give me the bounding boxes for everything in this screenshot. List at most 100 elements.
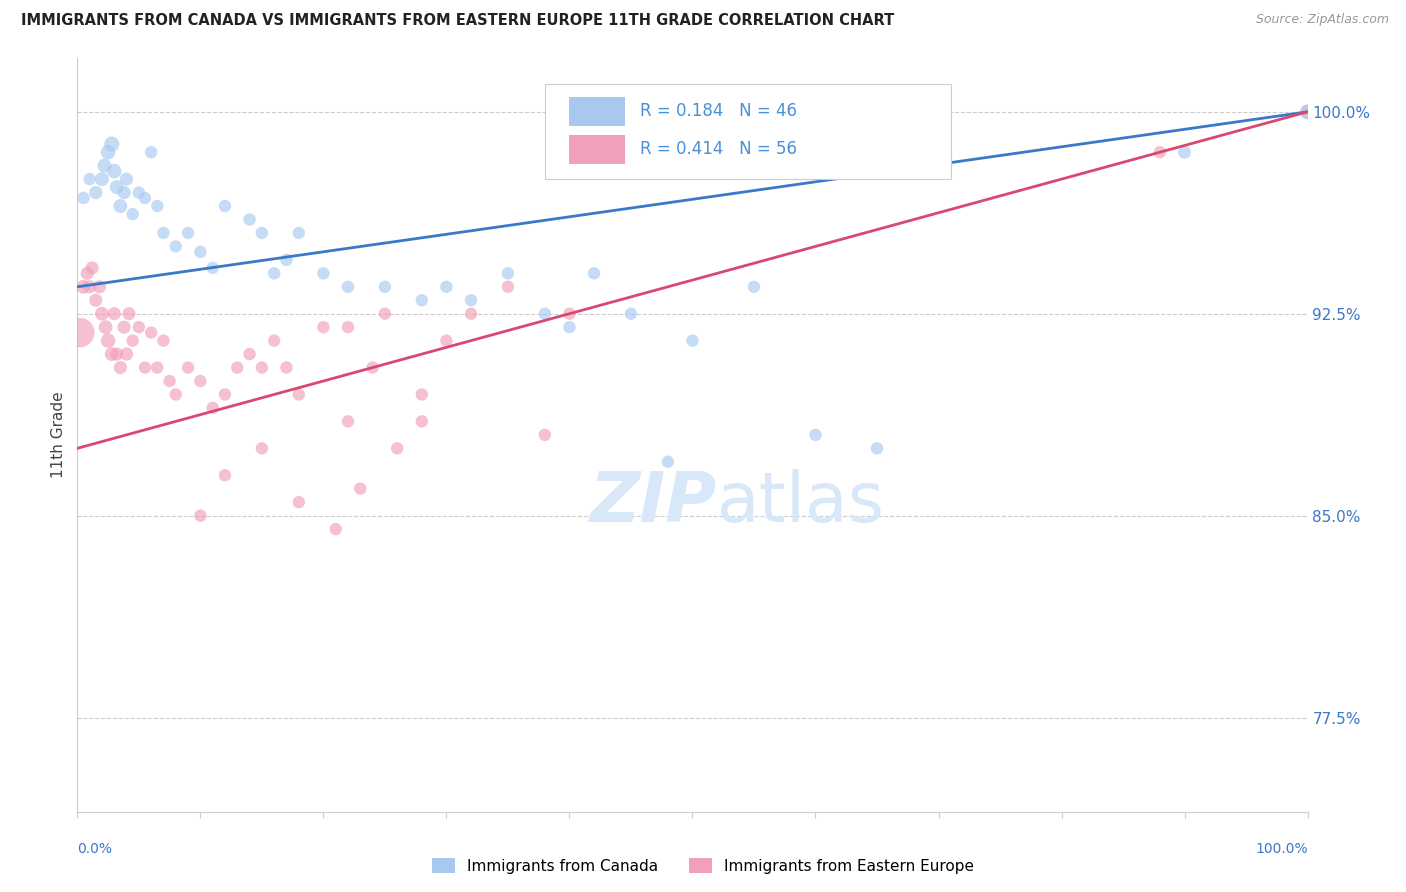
Point: [742, 280, 765, 294]
Point: [250, 442, 273, 456]
Point: [1296, 104, 1319, 119]
FancyBboxPatch shape: [569, 135, 624, 163]
Point: [101, 137, 124, 152]
Point: [165, 239, 187, 253]
Point: [201, 260, 224, 275]
Point: [121, 207, 143, 221]
Text: 0.0%: 0.0%: [77, 842, 112, 856]
Point: [312, 320, 335, 334]
Point: [82, 260, 104, 275]
Point: [214, 468, 236, 483]
Point: [214, 199, 236, 213]
Point: [165, 387, 187, 401]
Point: [1296, 104, 1319, 119]
Point: [97, 145, 120, 160]
Point: [72, 280, 94, 294]
Point: [134, 191, 156, 205]
Point: [110, 199, 132, 213]
Point: [90, 172, 114, 186]
Point: [94, 320, 117, 334]
Point: [79, 280, 101, 294]
Point: [374, 307, 396, 321]
Point: [103, 164, 125, 178]
Point: [105, 347, 128, 361]
Point: [103, 307, 125, 321]
Point: [112, 186, 135, 200]
Point: [190, 508, 212, 523]
Point: [110, 360, 132, 375]
Point: [361, 360, 384, 375]
Point: [263, 266, 285, 280]
Text: atlas: atlas: [717, 468, 884, 536]
Point: [496, 280, 519, 294]
Point: [411, 414, 433, 428]
Point: [288, 226, 311, 240]
Point: [89, 280, 111, 294]
Point: [804, 428, 827, 442]
Point: [1174, 145, 1197, 160]
Point: [436, 280, 458, 294]
Point: [374, 280, 396, 294]
Point: [101, 347, 124, 361]
Point: [312, 266, 335, 280]
Point: [558, 307, 581, 321]
Point: [177, 226, 200, 240]
Point: [583, 266, 606, 280]
Y-axis label: 11th Grade: 11th Grade: [51, 392, 66, 478]
Point: [134, 360, 156, 375]
Point: [190, 244, 212, 259]
FancyBboxPatch shape: [569, 97, 624, 126]
Point: [72, 191, 94, 205]
Point: [558, 320, 581, 334]
Point: [387, 442, 409, 456]
Point: [177, 360, 200, 375]
Text: 100.0%: 100.0%: [1256, 842, 1308, 856]
Point: [337, 320, 360, 334]
Point: [411, 387, 433, 401]
FancyBboxPatch shape: [546, 85, 950, 178]
Point: [76, 266, 98, 280]
Point: [201, 401, 224, 415]
Point: [141, 326, 163, 340]
Point: [214, 387, 236, 401]
Point: [337, 280, 360, 294]
Point: [84, 293, 107, 308]
Point: [84, 186, 107, 200]
Point: [115, 172, 138, 186]
Point: [288, 495, 311, 509]
Point: [128, 186, 150, 200]
Point: [97, 334, 120, 348]
Point: [159, 374, 181, 388]
Text: R = 0.184   N = 46: R = 0.184 N = 46: [640, 103, 797, 120]
Point: [620, 307, 643, 321]
Point: [411, 293, 433, 308]
Point: [118, 307, 141, 321]
Point: [239, 347, 262, 361]
Point: [276, 360, 298, 375]
Point: [263, 334, 285, 348]
Point: [128, 320, 150, 334]
Point: [152, 334, 174, 348]
Point: [69, 326, 91, 340]
Point: [682, 334, 704, 348]
Point: [115, 347, 138, 361]
Point: [90, 307, 114, 321]
Point: [79, 172, 101, 186]
Text: IMMIGRANTS FROM CANADA VS IMMIGRANTS FROM EASTERN EUROPE 11TH GRADE CORRELATION : IMMIGRANTS FROM CANADA VS IMMIGRANTS FRO…: [21, 13, 894, 29]
Point: [250, 226, 273, 240]
Point: [121, 334, 143, 348]
Point: [276, 252, 298, 267]
Text: Source: ZipAtlas.com: Source: ZipAtlas.com: [1256, 13, 1389, 27]
Point: [152, 226, 174, 240]
Point: [250, 360, 273, 375]
Point: [146, 199, 169, 213]
Point: [1149, 145, 1171, 160]
Point: [496, 266, 519, 280]
Point: [190, 374, 212, 388]
Point: [112, 320, 135, 334]
Point: [349, 482, 371, 496]
Text: ZIP: ZIP: [589, 468, 717, 536]
Point: [325, 522, 347, 536]
Text: R = 0.414   N = 56: R = 0.414 N = 56: [640, 140, 797, 158]
Point: [93, 159, 115, 173]
